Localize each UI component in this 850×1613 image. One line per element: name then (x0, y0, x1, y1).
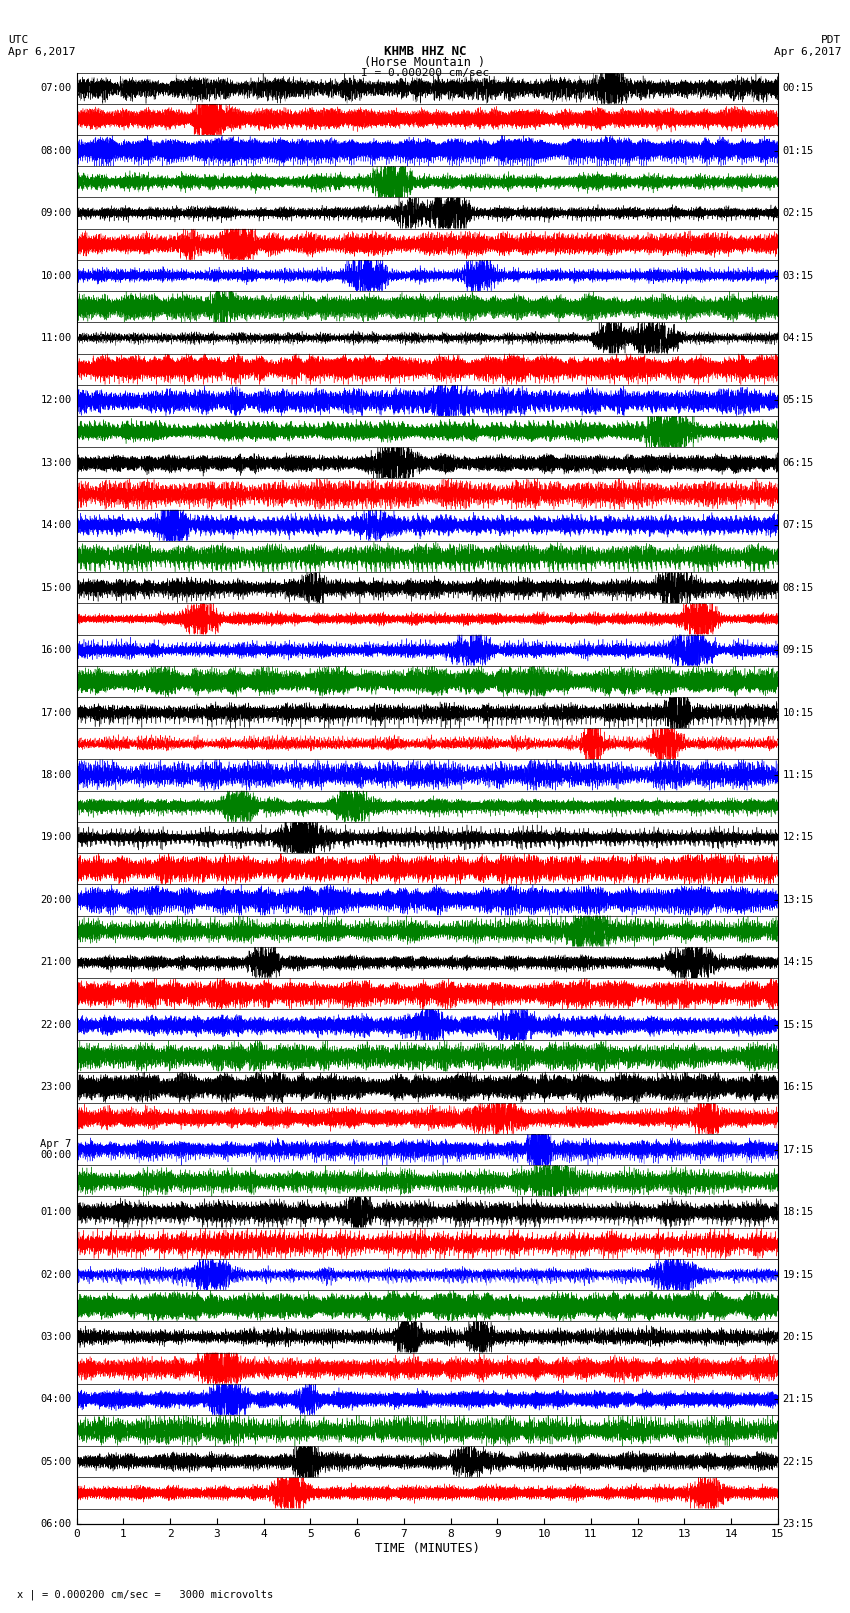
Text: (Horse Mountain ): (Horse Mountain ) (365, 56, 485, 69)
Text: Apr 6,2017: Apr 6,2017 (774, 47, 842, 56)
Text: x | = 0.000200 cm/sec =   3000 microvolts: x | = 0.000200 cm/sec = 3000 microvolts (17, 1589, 273, 1600)
X-axis label: TIME (MINUTES): TIME (MINUTES) (375, 1542, 479, 1555)
Text: UTC: UTC (8, 35, 29, 45)
Text: PDT: PDT (821, 35, 842, 45)
Text: Apr 6,2017: Apr 6,2017 (8, 47, 76, 56)
Text: KHMB HHZ NC: KHMB HHZ NC (383, 45, 467, 58)
Text: I = 0.000200 cm/sec: I = 0.000200 cm/sec (361, 68, 489, 77)
